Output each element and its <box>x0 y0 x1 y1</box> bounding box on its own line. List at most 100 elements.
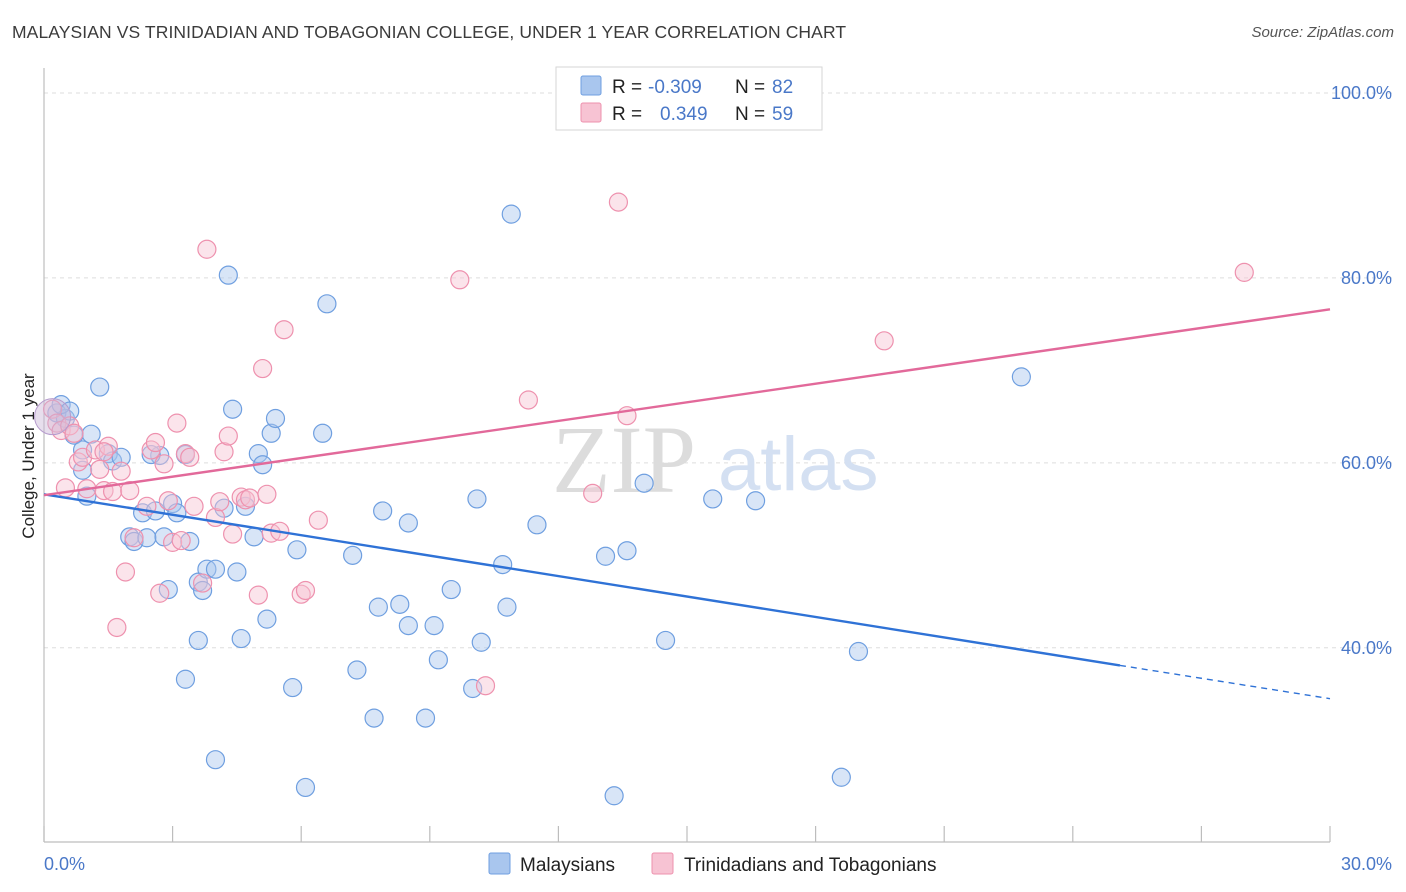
y-tick-labels: 40.0% 60.0% 80.0% 100.0% <box>1331 83 1392 658</box>
trinidadian-point <box>150 583 170 603</box>
trinidadian-point <box>214 442 234 462</box>
y-tick-label: 40.0% <box>1341 638 1392 658</box>
malaysian-point <box>111 447 131 467</box>
trinidadian-point <box>111 461 131 481</box>
malaysian-point <box>295 777 316 798</box>
malaysian-point <box>231 628 251 649</box>
trinidadian-point <box>518 390 538 410</box>
malaysian-point <box>501 204 521 224</box>
x-tick-label: 30.0% <box>1341 854 1392 874</box>
malaysian-point <box>390 594 410 614</box>
axes <box>43 68 1331 843</box>
trinidadian-point <box>154 454 174 474</box>
source-label: Source: ZipAtlas.com <box>1251 24 1394 41</box>
cluster-point <box>34 398 72 436</box>
malaysian-point <box>497 597 517 617</box>
trinidadian-point <box>64 423 84 443</box>
legend-n-label-trinidadians: N = <box>735 104 765 125</box>
malaysian-trend-line <box>43 493 1121 667</box>
malaysian-point <box>1011 367 1031 387</box>
malaysian-point <box>223 399 243 419</box>
legend-n-label-malaysians: N = <box>735 77 765 98</box>
malaysian-point <box>81 424 101 444</box>
trinidadian-point <box>167 413 187 433</box>
x-tick-labels: 0.0% 30.0% <box>44 854 1392 874</box>
malaysian-point <box>604 786 624 806</box>
bottom-legend-swatch-trinidadians <box>651 852 674 875</box>
trinidadian-point <box>240 488 260 508</box>
bottom-legend-label-trinidadians: Trinidadians and Tobagonians <box>684 855 936 876</box>
trinidadian-point <box>218 426 238 446</box>
trinidadian-point <box>94 442 114 462</box>
malaysian-point <box>595 546 616 566</box>
trinidadian-point <box>210 492 230 512</box>
malaysian-point <box>655 630 676 651</box>
malaysian-point <box>188 630 208 651</box>
x-tick-label: 0.0% <box>44 854 85 874</box>
grid-lines <box>44 92 1393 649</box>
malaysian-point <box>193 580 213 601</box>
malaysian-point <box>141 444 161 465</box>
trinidadian-point <box>193 573 213 593</box>
trinidadian-point <box>450 270 470 290</box>
malaysian-point <box>441 579 461 600</box>
y-axis-title: College, Under 1 year <box>19 373 38 539</box>
malaysian-point <box>90 377 110 397</box>
trinidadian-point <box>308 510 328 530</box>
malaysian-point <box>493 554 513 575</box>
malaysian-point <box>283 677 303 698</box>
y-tick-label: 100.0% <box>1331 83 1392 103</box>
malaysian-point <box>205 559 226 579</box>
malaysian-point <box>617 541 637 561</box>
legend-r-label-malaysians: R = <box>612 77 642 98</box>
bottom-legend-label-malaysians: Malaysians <box>520 855 615 876</box>
legend-n-value-malaysians: 82 <box>772 77 793 98</box>
trinidadian-point <box>115 562 136 582</box>
trinidadian-point <box>874 331 894 351</box>
trinidadian-point <box>223 524 243 544</box>
watermark-atlas: atlas <box>718 422 879 507</box>
malaysian-point <box>317 294 337 314</box>
trinidadian-point <box>184 496 204 516</box>
malaysian-point <box>398 616 418 636</box>
trinidadian-point <box>583 483 603 503</box>
trinidadian-point <box>197 239 217 259</box>
trinidadian-point <box>295 580 316 601</box>
trinidadian-point <box>608 192 629 212</box>
trinidadian-point <box>180 447 200 467</box>
y-tick-label: 60.0% <box>1341 453 1392 473</box>
y-tick-label: 80.0% <box>1341 268 1392 288</box>
malaysian-point <box>467 489 487 509</box>
trinidadian-point <box>124 528 144 548</box>
malaysian-point <box>248 444 268 464</box>
malaysian-point <box>415 708 436 728</box>
malaysian-point <box>527 515 547 535</box>
trinidadian-point <box>158 491 178 511</box>
legend-n-value-trinidadians: 59 <box>772 104 793 125</box>
malaysian-point <box>175 669 196 689</box>
malaysian-point <box>257 609 277 629</box>
legend-swatch-trinidadians <box>580 102 602 123</box>
malaysian-point <box>428 650 448 670</box>
malaysian-point <box>261 423 281 443</box>
trinidadian-trend-line <box>43 308 1331 497</box>
trinidadian-point <box>248 585 268 605</box>
trinidadian-point <box>120 481 140 501</box>
legend-bottom: Malaysians Trinidadians and Tobagonians <box>488 852 936 876</box>
malaysian-point <box>368 597 388 617</box>
malaysian-point <box>287 540 307 560</box>
legend-r-label-trinidadians: R = <box>612 104 642 125</box>
malaysian-point <box>244 527 264 547</box>
malaysian-point <box>343 545 363 565</box>
malaysian-point <box>347 660 367 680</box>
trinidadian-point <box>253 358 273 379</box>
malaysian-trend-line-extension <box>1119 664 1331 700</box>
trend-lines <box>43 308 1331 700</box>
legend-swatch-malaysians <box>580 75 602 96</box>
legend-r-value-trinidadians: 0.349 <box>660 104 708 125</box>
malaysian-point <box>424 616 444 636</box>
data-points <box>34 192 1254 806</box>
trinidadian-point <box>274 320 294 340</box>
malaysian-point <box>703 489 723 509</box>
